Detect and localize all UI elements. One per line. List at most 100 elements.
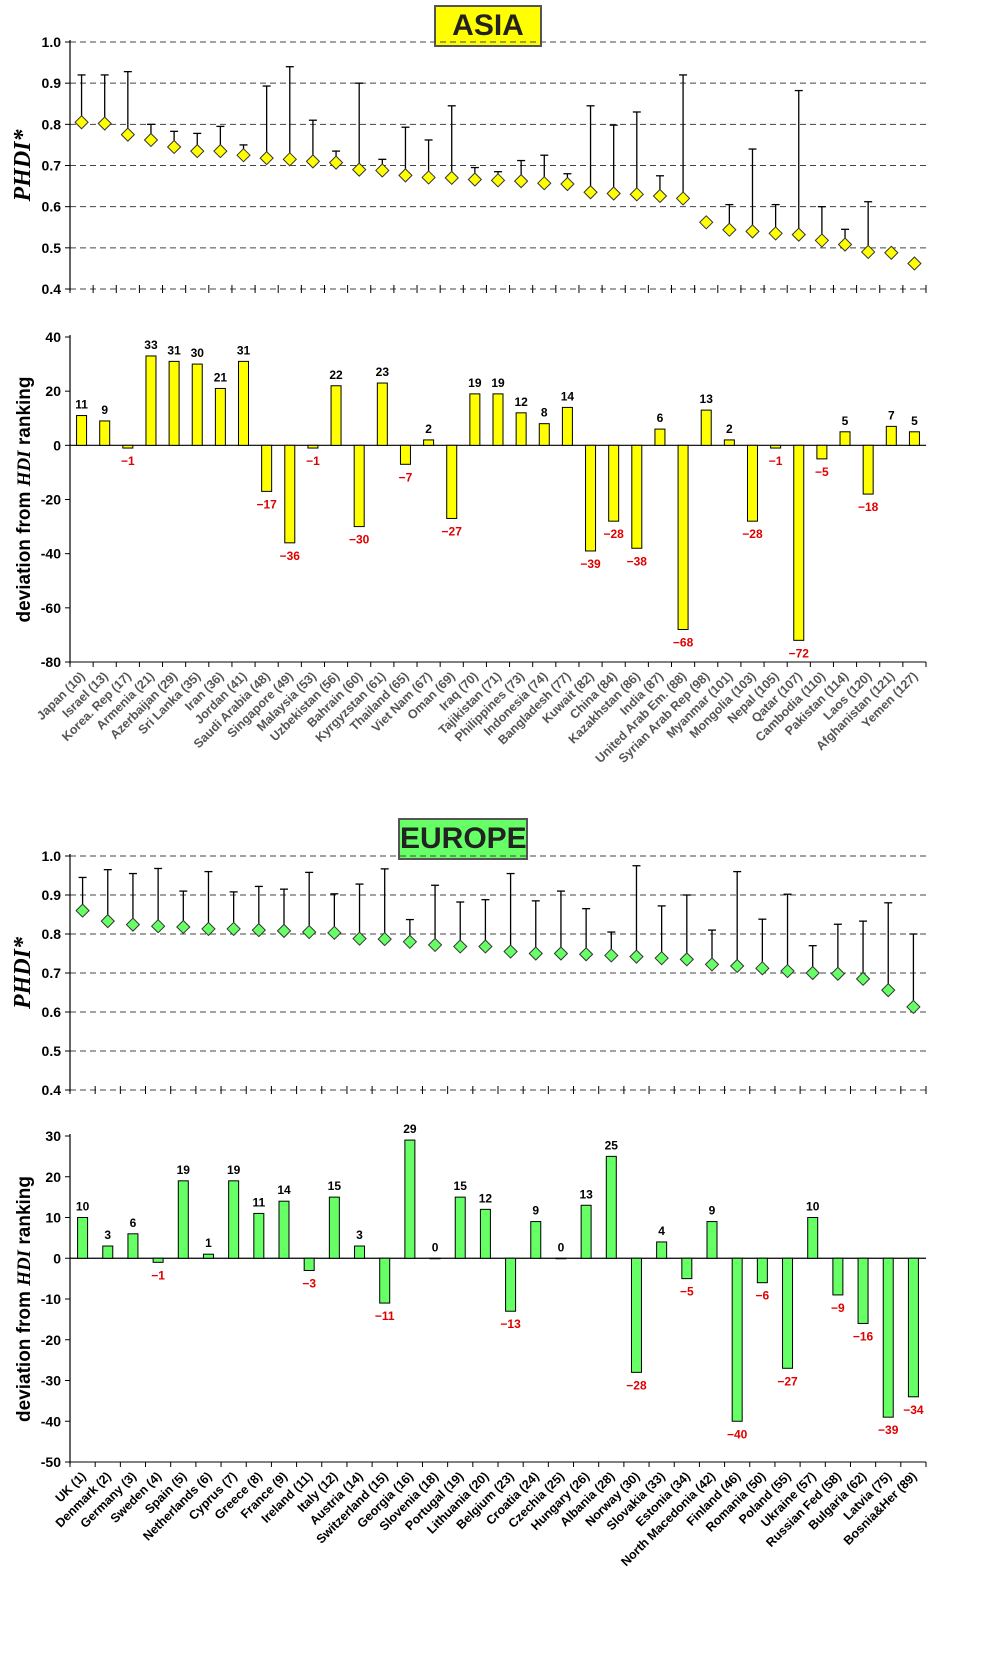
bar <box>580 1204 592 1259</box>
data-label: 25 <box>605 1138 619 1152</box>
data-label: 4 <box>658 1224 665 1238</box>
data-label: 23 <box>376 365 390 379</box>
data-point <box>150 918 166 934</box>
bar <box>700 409 712 446</box>
bar <box>515 412 527 446</box>
europe-title: EUROPE <box>398 818 528 860</box>
data-point <box>328 155 344 170</box>
bar <box>770 444 782 449</box>
data-label: −36 <box>280 549 301 563</box>
data-point <box>679 952 695 967</box>
data-point <box>467 172 483 187</box>
data-label: 5 <box>911 414 918 428</box>
bar <box>555 1257 567 1260</box>
bar <box>429 1257 441 1260</box>
bar <box>202 1253 214 1259</box>
bar <box>832 1257 844 1296</box>
bar <box>782 1257 794 1369</box>
data-point <box>259 150 274 166</box>
y-axis-label: deviation from HDI ranking <box>14 1176 35 1422</box>
data-point <box>226 921 241 937</box>
bar <box>354 1245 366 1259</box>
y-tick-label: -40 <box>41 1413 61 1429</box>
data-label: 11 <box>252 1195 265 1209</box>
data-point <box>427 937 443 953</box>
data-point <box>351 162 367 177</box>
bar <box>454 1196 466 1259</box>
data-label: 10 <box>76 1200 90 1214</box>
data-point <box>675 191 691 206</box>
data-point <box>444 170 459 186</box>
data-point <box>327 925 342 941</box>
y-tick-label: -40 <box>41 546 61 562</box>
data-point <box>855 971 871 987</box>
data-point <box>537 175 552 191</box>
y-tick-label: 0 <box>53 1250 61 1266</box>
data-point <box>578 947 594 962</box>
data-point <box>190 143 205 159</box>
data-point <box>251 922 267 938</box>
y-tick-label: -20 <box>41 1332 61 1348</box>
data-label: 3 <box>104 1228 111 1242</box>
bar <box>214 387 226 446</box>
data-point <box>884 245 899 260</box>
data-point <box>453 939 468 954</box>
data-point <box>75 903 90 918</box>
data-label: 19 <box>468 376 482 390</box>
data-point <box>629 949 644 964</box>
y-tick-label: 0.4 <box>42 281 62 297</box>
data-label: 31 <box>237 343 251 357</box>
bar <box>816 444 828 460</box>
data-label: 14 <box>277 1183 291 1197</box>
bar <box>882 1257 894 1418</box>
data-point <box>398 168 413 183</box>
bar <box>530 1221 542 1259</box>
data-label: 9 <box>101 403 108 417</box>
data-label: 30 <box>191 346 205 360</box>
data-label: −11 <box>375 1309 395 1323</box>
y-axis-label: PHDI* <box>10 129 36 203</box>
data-label: −28 <box>626 1378 647 1392</box>
data-point <box>402 934 418 950</box>
data-label: 2 <box>726 422 733 436</box>
bar <box>168 360 180 446</box>
bar <box>127 1233 139 1259</box>
bar <box>479 1208 491 1259</box>
data-point <box>583 185 598 200</box>
y-tick-label: 30 <box>45 1128 61 1144</box>
bar <box>681 1257 693 1280</box>
bar <box>76 415 88 446</box>
data-point <box>490 173 506 188</box>
data-point <box>907 256 922 271</box>
y-tick-label: 0.8 <box>42 116 62 132</box>
data-label: −38 <box>627 554 648 568</box>
data-label: −1 <box>151 1268 165 1282</box>
bar <box>706 1221 718 1259</box>
bar <box>177 1180 189 1259</box>
bar <box>857 1257 869 1324</box>
bar <box>330 385 342 446</box>
data-label: 7 <box>888 408 895 422</box>
bar <box>253 1212 265 1259</box>
y-tick-label: 0.9 <box>42 887 62 903</box>
data-label: 6 <box>657 411 664 425</box>
bar <box>228 1180 240 1259</box>
bar <box>731 1257 743 1422</box>
data-label: 15 <box>454 1179 468 1193</box>
data-label: 19 <box>491 376 505 390</box>
data-label: 19 <box>227 1163 241 1177</box>
data-point <box>513 173 529 189</box>
y-tick-label: -80 <box>41 654 61 670</box>
data-point <box>375 163 390 178</box>
y-tick-label: 10 <box>45 1210 61 1226</box>
bar <box>122 444 134 449</box>
bar <box>328 1196 340 1259</box>
bar <box>469 393 481 446</box>
data-point <box>276 923 292 939</box>
data-point <box>560 176 575 192</box>
data-point <box>120 127 136 142</box>
data-label: −39 <box>580 557 601 571</box>
bar <box>561 406 573 446</box>
data-point <box>74 115 89 130</box>
